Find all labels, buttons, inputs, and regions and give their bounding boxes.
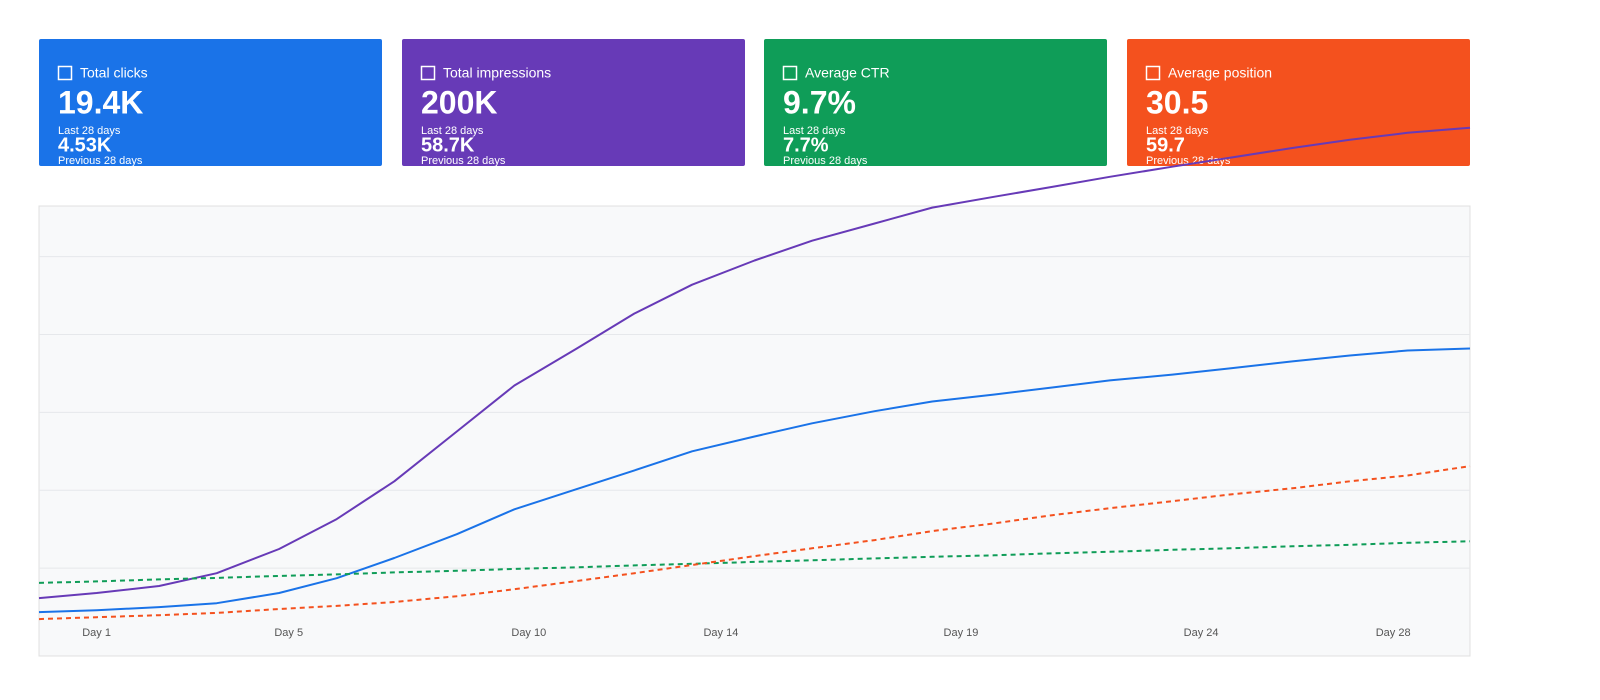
card-background	[764, 39, 1107, 166]
previous-value: 7.7%	[783, 134, 829, 156]
previous-period-label: Previous 28 days	[421, 155, 506, 167]
series-line	[38, 126, 1471, 600]
checkbox[interactable]	[420, 65, 436, 81]
metric-value: 19.4K	[58, 84, 143, 120]
x-tick-label: Day 10	[511, 627, 546, 639]
metric-value: 30.5	[1146, 84, 1208, 120]
period-label: Last 28 days	[58, 125, 121, 137]
previous-period-label: Previous 28 days	[1146, 155, 1231, 167]
checkbox[interactable]	[1145, 65, 1161, 81]
metric-label: Average position	[1168, 65, 1272, 81]
x-tick-label: Day 19	[944, 627, 979, 639]
period-label: Last 28 days	[421, 125, 484, 137]
metric-card[interactable]: Total impressions 200K Last 28 days58.7KPr…	[402, 39, 745, 167]
previous-period-label: Previous 28 days	[58, 155, 143, 167]
series-line	[38, 540, 1471, 584]
series-line	[38, 347, 1471, 614]
metric-label: Total clicks	[80, 65, 148, 81]
metric-value: 200K	[421, 84, 498, 120]
metric-label: Total impressions	[443, 65, 551, 81]
x-tick-label: Day 28	[1376, 627, 1411, 639]
card-background	[402, 39, 745, 166]
previous-value: 4.53K	[58, 134, 112, 156]
metric-card[interactable]: Average CTR 9.7% Last 28 days7.7%Previous …	[764, 39, 1107, 167]
x-tick-label: Day 14	[703, 627, 738, 639]
previous-value: 58.7K	[421, 134, 475, 156]
checkbox[interactable]	[782, 65, 798, 81]
metric-label: Average CTR	[805, 65, 890, 81]
metric-card[interactable]: Total clicks 19.4K Last 28 days4.53KPrevio…	[39, 39, 382, 167]
series-line	[38, 465, 1471, 621]
metric-value: 9.7%	[783, 84, 856, 120]
card-background	[39, 39, 382, 166]
metric-card[interactable]: Average position 30.5 Last 28 days59.7Prev…	[1127, 39, 1470, 167]
card-background	[1127, 39, 1470, 166]
plot-area	[38, 205, 1471, 657]
x-tick-label: Day 24	[1184, 627, 1219, 639]
x-tick-label: Day 1	[82, 627, 111, 639]
period-label: Last 28 days	[783, 125, 846, 137]
period-label: Last 28 days	[1146, 125, 1209, 137]
x-tick-label: Day 5	[274, 627, 303, 639]
checkbox[interactable]	[57, 65, 73, 81]
previous-period-label: Previous 28 days	[783, 155, 868, 167]
previous-value: 59.7	[1146, 134, 1185, 156]
